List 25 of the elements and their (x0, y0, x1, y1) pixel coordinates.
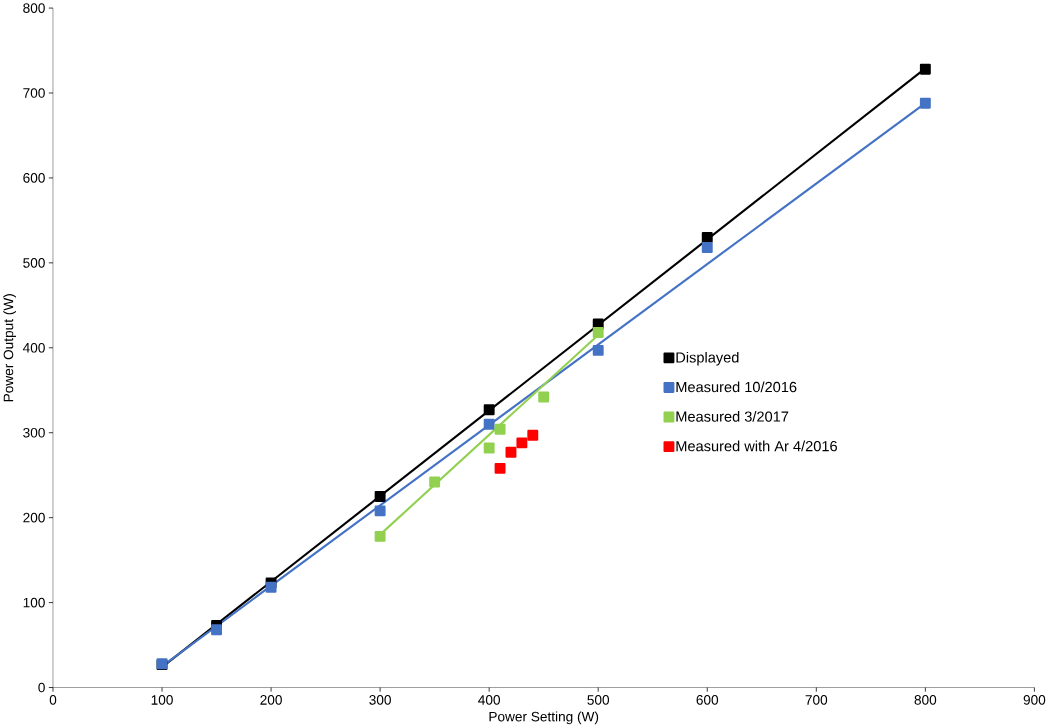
y-tick-label: 800 (23, 3, 45, 13)
x-tick-label: 400 (478, 694, 501, 705)
y-axis-title: Power Output (W) (3, 293, 16, 402)
legend-label: Measured with Ar 4/2016 (676, 440, 837, 452)
x-tick-label: 500 (587, 694, 610, 705)
y-tick-label: 400 (22, 342, 45, 353)
x-tick-label: 300 (369, 694, 391, 705)
y-tick-label: 700 (23, 87, 45, 98)
y-tick-label: 300 (23, 427, 45, 438)
y-tick-label: 600 (23, 172, 45, 183)
x-axis-title: Power Setting (W) (489, 711, 599, 724)
legend-label: Measured 10/2016 (676, 381, 797, 392)
y-tick-label: 100 (23, 597, 45, 608)
x-tick-label: 200 (260, 694, 282, 705)
y-tick-label: 0 (38, 682, 45, 693)
x-tick-label: 800 (914, 694, 937, 705)
legend-label: Measured 3/2017 (676, 410, 789, 422)
x-tick-label: 600 (696, 694, 719, 705)
legend-label: Displayed (676, 351, 739, 366)
x-tick-label: 100 (151, 694, 173, 705)
x-tick-label: 700 (805, 694, 828, 705)
x-tick-label: 900 (1023, 694, 1046, 705)
y-tick-label: 500 (23, 257, 45, 268)
x-tick-label: 0 (49, 694, 57, 705)
y-tick-label: 200 (23, 512, 45, 523)
